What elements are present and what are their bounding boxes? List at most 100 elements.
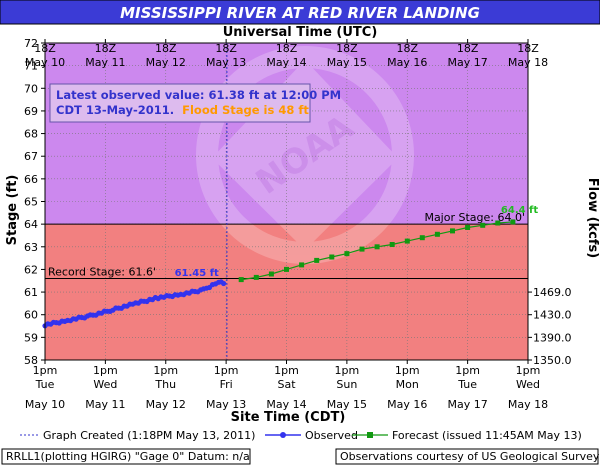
legend: Graph Created (1:18PM May 13, 2011) Obse… (20, 429, 582, 442)
forecast-point (284, 266, 289, 272)
y-tick-label: 58 (24, 354, 38, 367)
y-tick-label: 65 (24, 196, 38, 209)
forecast-point (495, 220, 501, 226)
top-tick-date: May 12 (146, 56, 186, 69)
flow-tick-label: 1390.0 (533, 331, 572, 344)
forecast-point (314, 257, 320, 263)
bottom-axis-title: Site Time (CDT) (231, 410, 346, 425)
station-text: RRLL1(plotting HGIRG) "Gage 0" Datum: n/… (6, 450, 250, 463)
top-axis-title: Universal Time (UTC) (223, 25, 378, 40)
y-tick-label: 70 (24, 82, 38, 95)
bottom-tick-day: Fri (220, 378, 233, 391)
bottom-tick-date: May 15 (327, 398, 367, 411)
info-line-2-date: CDT 13-May-2011. (56, 103, 174, 117)
station-box (1, 448, 251, 465)
chart-title: MISSISSIPPI RIVER AT RED RIVER LANDING (120, 4, 480, 22)
noaa-watermark: NOAA (196, 46, 414, 264)
forecast-point (389, 242, 395, 247)
y-tick-label: 72 (24, 37, 38, 50)
bottom-tick-date: May 14 (266, 398, 306, 411)
top-tick-hour: 18Z (155, 42, 177, 55)
top-tick-date: May 16 (387, 56, 427, 69)
y-tick-label: 62 (24, 263, 38, 276)
bottom-tick-time: 1pm (516, 364, 541, 377)
top-tick-hour: 18Z (336, 42, 358, 55)
bottom-tick-time: 1pm (395, 364, 420, 377)
bottom-tick-date: May 11 (85, 398, 125, 411)
legend-observed-label: Observed (305, 429, 358, 442)
forecast-point (419, 235, 425, 241)
info-line-1: Latest observed value: 61.38 ft at 12:00… (56, 88, 341, 102)
flood-stage-text: Flood Stage is 48 ft (182, 103, 309, 117)
bottom-tick-day: Sun (336, 378, 357, 391)
bottom-tick-date: May 16 (387, 398, 427, 411)
forecast-point (480, 222, 486, 228)
top-tick-hour: 18Z (396, 42, 418, 55)
flow-tick-label: 1430.0 (533, 309, 572, 322)
y-tick-label: 64 (24, 218, 38, 231)
right-axis-ticks: 1469.0 1430.0 1390.0 1350.0 (528, 286, 572, 367)
forecast-point (434, 231, 440, 237)
top-tick-date: May 13 (206, 56, 246, 69)
bottom-tick-day: Wed (516, 378, 540, 391)
y-tick-label: 60 (24, 309, 38, 322)
forecast-point (450, 228, 455, 234)
top-tick-date: May 17 (448, 56, 488, 69)
bottom-tick-day: Mon (396, 378, 419, 391)
bottom-tick-time: 1pm (33, 364, 58, 377)
observed-peak-label: 61.45 ft (175, 268, 219, 279)
title-bar (0, 0, 600, 25)
forecast-series (238, 219, 516, 283)
y-tick-label: 61 (24, 286, 38, 299)
forecast-point (465, 225, 471, 230)
top-tick-date: May 18 (508, 56, 548, 69)
legend-forecast-marker (367, 432, 373, 438)
right-axis-title: Flow (kcfs) (585, 178, 600, 258)
bottom-tick-date: May 13 (206, 398, 246, 411)
reference-line-label: Record Stage: 61.6' (48, 265, 156, 278)
flow-tick-label: 1469.0 (533, 286, 572, 299)
y-tick-label: 63 (24, 241, 38, 254)
bottom-tick-time: 1pm (274, 364, 299, 377)
flow-tick-label: 1350.0 (533, 354, 572, 367)
bottom-tick-date: May 18 (508, 398, 548, 411)
bottom-tick-time: 1pm (455, 364, 480, 377)
forecast-point (510, 219, 516, 225)
forecast-point (253, 274, 259, 280)
forecast-peak-label: 64.4 ft (501, 205, 539, 216)
top-tick-hour: 18Z (215, 42, 237, 55)
bottom-tick-day: Tue (457, 378, 477, 391)
bottom-tick-date: May 17 (448, 398, 488, 411)
forecast-point (374, 244, 380, 250)
forecast-point (268, 271, 274, 277)
bottom-tick-time: 1pm (335, 364, 360, 377)
bottom-tick-time: 1pm (214, 364, 239, 377)
watermark-diamond (212, 60, 398, 250)
observed-point (221, 280, 227, 287)
forecast-point (344, 251, 350, 257)
bottom-tick-day: Wed (93, 378, 117, 391)
left-axis-title: Stage (ft) (5, 175, 20, 246)
bottom-tick-date: May 12 (146, 398, 186, 411)
top-tick-hour: 18Z (457, 42, 479, 55)
forecast-point (238, 277, 244, 283)
y-tick-label: 59 (24, 331, 38, 344)
left-axis-ticks: 58 59 60 61 62 63 64 65 66 67 68 69 70 71 72 (24, 37, 45, 367)
credit-box (335, 448, 599, 465)
legend-forecast-label: Forecast (issued 11:45AM May 13) (392, 429, 582, 442)
bottom-tick-day: Thu (154, 378, 176, 391)
top-tick-hour: 18Z (276, 42, 298, 55)
bottom-tick-day: Sat (277, 378, 296, 391)
top-tick-hour: 18Z (517, 42, 539, 55)
forecast-point (329, 254, 335, 260)
legend-observed-marker (280, 432, 286, 438)
observed-series (42, 279, 227, 329)
forecast-point (299, 262, 305, 268)
credit-text: Observations courtesy of US Geological S… (340, 450, 600, 463)
forecast-point (404, 238, 410, 244)
y-tick-label: 66 (24, 173, 38, 186)
top-tick-hour: 18Z (95, 42, 117, 55)
